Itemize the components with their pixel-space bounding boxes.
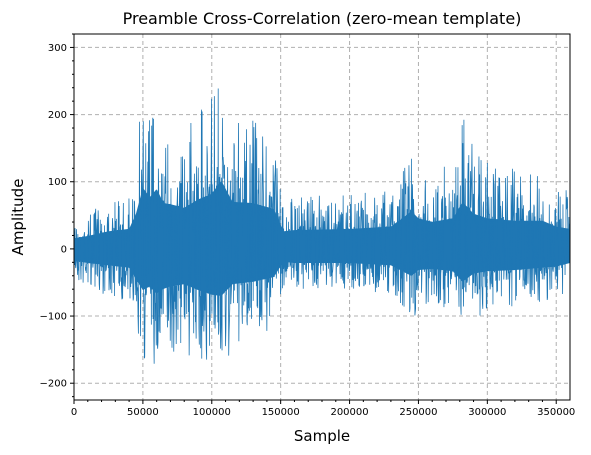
x-tick-label: 250000 [399,407,437,418]
x-tick-label: 0 [71,407,77,418]
y-tick-label: −100 [40,312,67,323]
y-tick-label: 300 [48,43,67,54]
y-tick-label: 0 [61,244,67,255]
axis-ticks: 0 50000 100000 150000 200000 250000 300000 3500… [40,33,575,418]
x-tick-label: 200000 [330,407,368,418]
signal-series [73,88,571,364]
x-tick-label: 150000 [262,407,300,418]
x-tick-label: 300000 [468,407,506,418]
y-axis-label: Amplitude [9,179,27,256]
y-tick-label: −200 [40,379,67,390]
x-tick-label: 50000 [127,407,159,418]
x-tick-label: 350000 [537,407,575,418]
x-tick-label: 100000 [193,407,231,418]
y-tick-label: 100 [48,177,67,188]
chart-title: Preamble Cross-Correlation (zero-mean te… [123,9,522,28]
signal-line [73,88,571,364]
x-axis-label: Sample [294,427,350,445]
y-tick-label: 200 [48,110,67,121]
